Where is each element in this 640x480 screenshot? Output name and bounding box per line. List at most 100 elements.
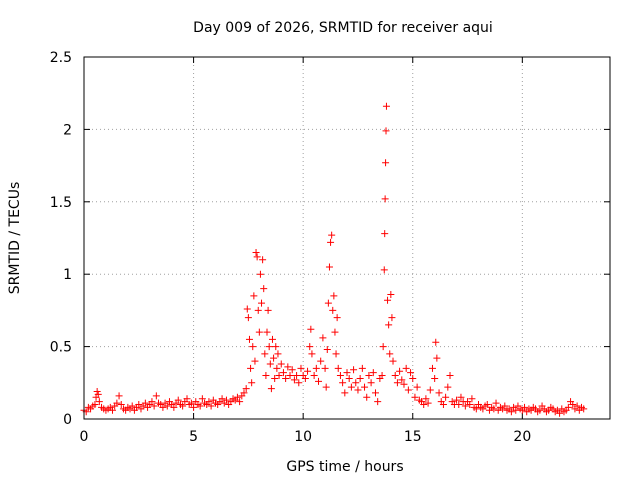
data-point [446,372,454,380]
data-point [325,263,333,271]
data-point [263,328,271,336]
data-point [260,285,268,293]
data-point [256,270,264,278]
data-point [249,343,257,351]
data-point [501,402,509,410]
data-point [350,366,358,374]
data-point [490,405,498,413]
data-point [207,402,215,410]
data-point [413,383,421,391]
y-tick-label: 1 [63,267,72,283]
data-point [267,385,275,393]
data-point [379,343,387,351]
data-point [243,305,251,313]
data-point [386,350,394,358]
data-point [569,401,577,409]
data-point [391,372,399,380]
data-point [382,127,390,135]
data-point [404,386,412,394]
data-point [261,350,269,358]
data-point [306,343,314,351]
data-point [135,401,143,409]
data-point [407,369,415,377]
data-point [253,253,261,261]
data-point [382,102,390,110]
grid-layer [84,57,610,419]
data-point [556,409,564,417]
data-point [409,374,417,382]
y-tick-label: 0 [63,412,72,428]
data-point [420,401,428,409]
data-point [170,403,178,411]
data-point [245,335,253,343]
chart-title: Day 009 of 2026, SRMTID for receiver aqu… [193,20,493,36]
data-point [343,369,351,377]
data-point [512,406,520,414]
data-point [117,401,125,409]
data-point [432,338,440,346]
data-point [380,266,388,274]
data-point [347,383,355,391]
data-point [273,364,281,372]
data-point [393,379,401,387]
data-point [483,401,491,409]
data-point [108,406,116,414]
data-point [187,399,195,407]
data-point [236,398,244,406]
data-point [381,195,389,203]
data-point [369,369,377,377]
data-point [251,357,259,365]
data-point [457,393,465,401]
data-point [307,325,315,333]
data-point [183,395,191,403]
y-tick-label: 2 [63,122,72,138]
data-point [431,374,439,382]
data-point [115,392,123,400]
data-points [80,102,588,417]
data-point [312,364,320,372]
data-point [564,403,572,411]
data-point [198,395,206,403]
data-point [411,393,419,401]
data-point [284,363,292,371]
data-point [240,389,248,397]
data-point [321,364,329,372]
data-point [374,398,382,406]
data-point [152,392,160,400]
data-point [295,379,303,387]
data-point [363,393,371,401]
data-point [293,372,301,380]
data-point [222,396,230,404]
data-point [148,398,156,406]
data-point [371,389,379,397]
y-tick-label: 2.5 [50,50,72,66]
data-point [196,402,204,410]
data-point [113,399,121,407]
data-point [254,306,262,314]
data-point [324,299,332,307]
x-tick-label: 10 [294,429,312,445]
data-point [322,383,330,391]
data-point [435,389,443,397]
data-point [310,372,318,380]
data-point [323,345,331,353]
data-point [341,389,349,397]
data-point [150,402,158,410]
data-point [444,383,452,391]
data-point [329,306,337,314]
data-point [400,380,408,388]
data-point [247,364,255,372]
data-point [382,159,390,167]
data-point [468,395,476,403]
data-point [266,360,274,368]
data-point [250,292,258,300]
data-point [396,367,404,375]
data-point [288,366,296,374]
data-point [319,334,327,342]
data-point [328,231,336,239]
data-point [128,402,136,410]
ticks-layer: 0 5 10 15 20 0 0.5 1 1.5 2 2.5 [50,50,610,445]
data-point [190,403,198,411]
data-point [248,379,256,387]
data-point [163,402,171,410]
